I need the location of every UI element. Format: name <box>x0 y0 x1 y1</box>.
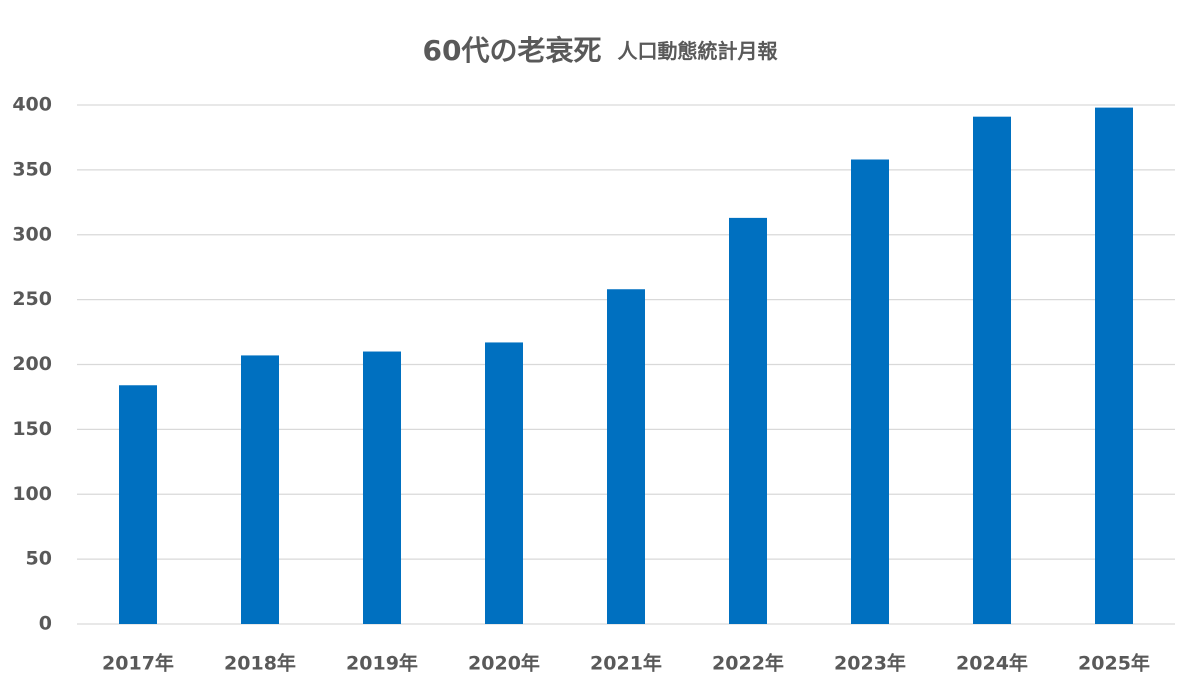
y-tick-label: 200 <box>12 353 52 375</box>
bar <box>607 289 645 624</box>
y-tick-label: 0 <box>39 613 52 635</box>
bar <box>973 116 1011 625</box>
bar <box>485 342 523 624</box>
x-tick-label: 2021年 <box>590 652 662 675</box>
y-tick-label: 250 <box>12 288 52 310</box>
x-tick-label: 2020年 <box>468 652 540 675</box>
bar <box>363 351 401 624</box>
y-tick-label: 50 <box>26 548 52 570</box>
x-tick-label: 2025年 <box>1078 652 1150 675</box>
title-group: 60代の老衰死 人口動態統計月報 <box>423 34 779 67</box>
x-tick-label: 2024年 <box>956 652 1028 675</box>
chart-subtitle: 人口動態統計月報 <box>617 39 778 63</box>
x-tick-label: 2017年 <box>102 652 174 675</box>
y-tick-label: 100 <box>12 483 52 505</box>
y-tick-label: 300 <box>12 223 52 245</box>
x-tick-label: 2019年 <box>346 652 418 675</box>
y-tick-label: 400 <box>12 94 52 116</box>
bar <box>1095 107 1133 625</box>
chart-title: 60代の老衰死 <box>423 34 602 67</box>
bar <box>119 385 157 624</box>
y-tick-label: 350 <box>12 158 52 180</box>
x-tick-label: 2022年 <box>712 652 784 675</box>
bar <box>241 355 279 624</box>
bar <box>851 159 889 624</box>
bar <box>729 217 767 624</box>
y-tick-label: 150 <box>12 418 52 440</box>
x-tick-label: 2023年 <box>834 652 906 675</box>
x-tick-label: 2018年 <box>224 652 296 675</box>
